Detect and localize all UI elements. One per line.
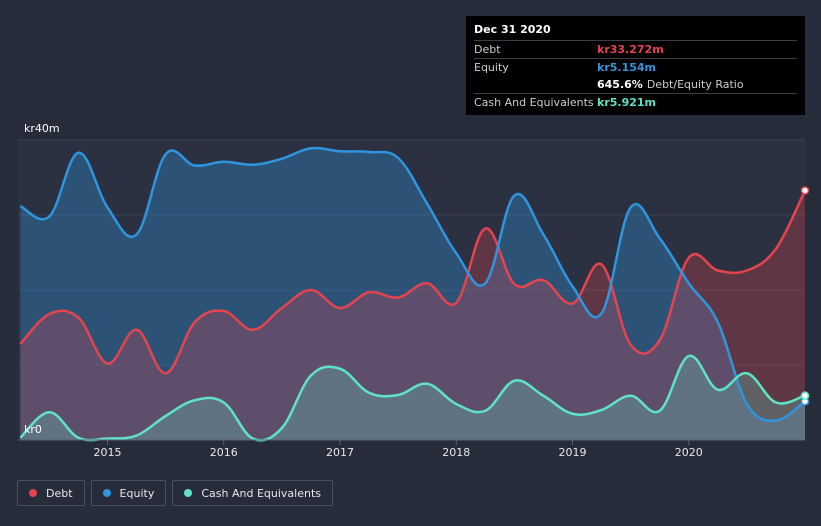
tooltip-value-debt: kr33.272m [597,43,664,56]
x-tick-label: 2019 [559,446,587,459]
series-lines [19,146,807,442]
area-fills [20,147,806,441]
legend-item-equity[interactable]: Equity [90,480,167,506]
y-axis-top-label: kr40m [24,122,60,135]
x-tick-label: 2020 [675,446,703,459]
tooltip-label-equity: Equity [474,61,509,74]
tooltip-ratio-suffix: Debt/Equity Ratio [646,78,744,91]
tooltip-row-equity: Equity kr5.154m [474,58,797,76]
line-cash-and-equivalents [19,354,806,442]
x-tick-label: 2018 [442,446,470,459]
legend-item-cash[interactable]: Cash And Equivalents [172,480,333,506]
area-equity [20,147,806,440]
legend: Debt Equity Cash And Equivalents [17,480,333,506]
legend-label-equity: Equity [119,486,155,500]
tooltip-row-cash: Cash And Equivalents kr5.921m [474,93,797,111]
area-cash-and-equivalents [20,355,806,441]
line-debt [19,189,807,375]
end-markers [800,186,810,406]
tooltip-label-debt: Debt [474,43,501,56]
line-equity [19,146,806,422]
legend-label-debt: Debt [46,486,73,500]
tooltip-row-ratio: 645.6% Debt/Equity Ratio [474,76,797,93]
tooltip-value-cash: kr5.921m [597,96,656,109]
tooltip-value-ratio: 645.6% [597,78,643,91]
x-tick-label: 2016 [210,446,238,459]
end-marker-cash-and-equivalents [800,391,810,400]
legend-dot-equity [102,489,111,497]
tooltip-date: Dec 31 2020 [474,23,551,36]
legend-item-debt[interactable]: Debt [17,480,85,506]
tooltip-label-cash: Cash And Equivalents [474,96,594,109]
x-tick-label: 2017 [326,446,354,459]
tooltip-value-equity: kr5.154m [597,61,656,74]
legend-label-cash: Cash And Equivalents [201,486,321,500]
x-axis-ticks: 2015 2016 2017 2018 2019 2020 [18,439,805,459]
tooltip: Dec 31 2020 Debt kr33.272m Equity kr5.15… [466,16,805,115]
y-axis-bottom-label: kr0 [24,423,42,436]
legend-dot-debt [29,489,37,497]
legend-dot-cash [184,489,193,497]
end-marker-debt [800,186,810,195]
x-tick-label: 2015 [94,446,122,459]
tooltip-row-debt: Debt kr33.272m [474,40,797,58]
area-debt [20,190,806,440]
